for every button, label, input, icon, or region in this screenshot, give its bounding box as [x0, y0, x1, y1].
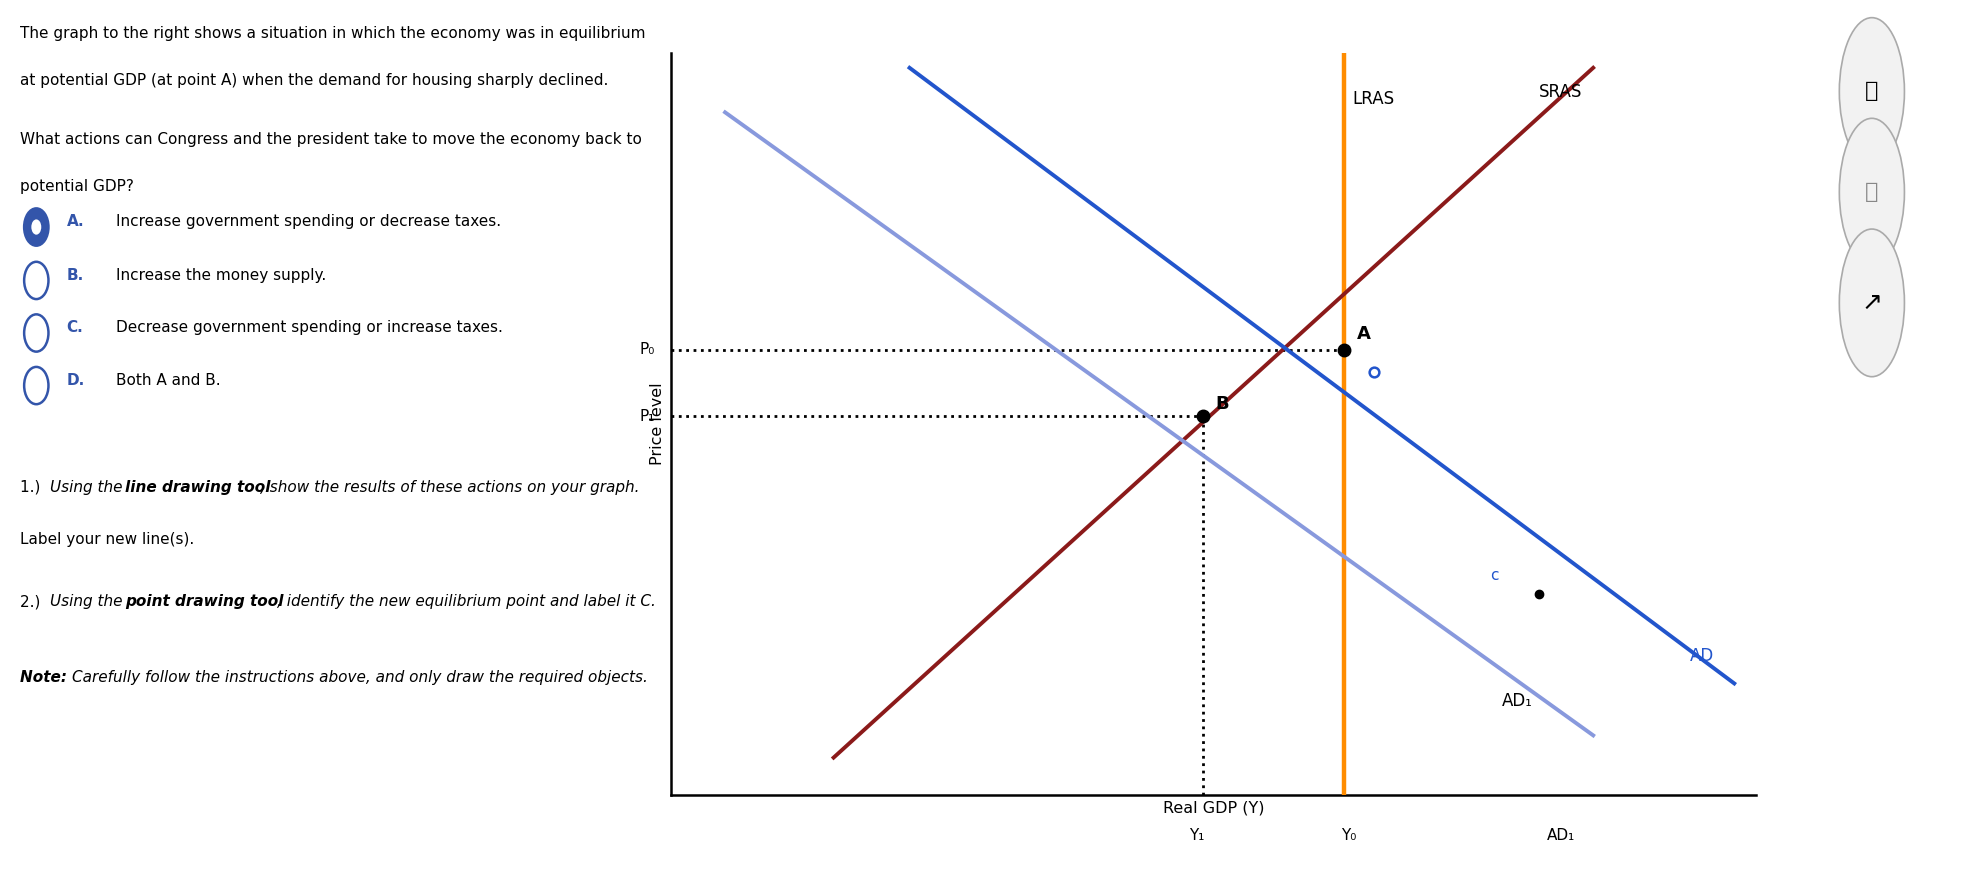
Text: 1.): 1.) — [20, 479, 45, 494]
Circle shape — [24, 314, 49, 351]
Text: P₀: P₀ — [639, 343, 655, 357]
Circle shape — [1839, 118, 1904, 266]
Y-axis label: Price level: Price level — [651, 382, 665, 465]
Text: Y₀: Y₀ — [1342, 828, 1357, 843]
Circle shape — [1839, 18, 1904, 165]
Text: What actions can Congress and the president take to move the economy back to: What actions can Congress and the presid… — [20, 132, 641, 147]
Text: 2.): 2.) — [20, 594, 45, 609]
Circle shape — [24, 261, 49, 299]
Text: AD₁: AD₁ — [1547, 828, 1574, 843]
Circle shape — [24, 367, 49, 404]
Text: Y₁: Y₁ — [1190, 828, 1206, 843]
Text: potential GDP?: potential GDP? — [20, 178, 134, 193]
Text: Increase government spending or decrease taxes.: Increase government spending or decrease… — [116, 215, 501, 230]
Text: C.: C. — [67, 321, 83, 336]
Text: Using the: Using the — [49, 479, 128, 494]
Text: Both A and B.: Both A and B. — [116, 373, 221, 388]
Text: P₁: P₁ — [639, 409, 655, 424]
Circle shape — [32, 219, 41, 235]
Text: Increase the money supply.: Increase the money supply. — [116, 268, 328, 283]
Text: 🔍: 🔍 — [1864, 81, 1878, 102]
Text: 🔍: 🔍 — [1864, 182, 1878, 202]
Text: A: A — [1357, 325, 1371, 343]
Text: The graph to the right shows a situation in which the economy was in equilibrium: The graph to the right shows a situation… — [20, 26, 645, 42]
Text: LRAS: LRAS — [1352, 90, 1395, 108]
Text: Using the: Using the — [49, 594, 128, 609]
Text: B: B — [1215, 395, 1229, 413]
X-axis label: Real GDP (Y): Real GDP (Y) — [1162, 800, 1265, 815]
Text: Decrease government spending or increase taxes.: Decrease government spending or increase… — [116, 321, 503, 336]
Text: D.: D. — [67, 373, 85, 388]
Text: SRAS: SRAS — [1539, 83, 1582, 101]
Text: ↗: ↗ — [1861, 291, 1882, 315]
Text: , identify the new equilibrium point and label it C.: , identify the new equilibrium point and… — [276, 594, 655, 609]
Text: c: c — [1490, 568, 1499, 583]
Text: , show the results of these actions on your graph.: , show the results of these actions on y… — [260, 479, 639, 494]
Text: B.: B. — [67, 268, 85, 283]
Text: AD₁: AD₁ — [1501, 691, 1533, 710]
Text: AD: AD — [1689, 647, 1715, 665]
Circle shape — [24, 208, 49, 245]
Text: point drawing tool: point drawing tool — [124, 594, 284, 609]
Text: line drawing tool: line drawing tool — [124, 479, 270, 494]
Text: at potential GDP (at point A) when the demand for housing sharply declined.: at potential GDP (at point A) when the d… — [20, 72, 608, 87]
Text: A.: A. — [67, 215, 85, 230]
Circle shape — [1839, 229, 1904, 377]
Text: Note:: Note: — [20, 670, 71, 685]
Text: Carefully follow the instructions above, and only draw the required objects.: Carefully follow the instructions above,… — [73, 670, 647, 685]
Text: Label your new line(s).: Label your new line(s). — [20, 532, 193, 547]
